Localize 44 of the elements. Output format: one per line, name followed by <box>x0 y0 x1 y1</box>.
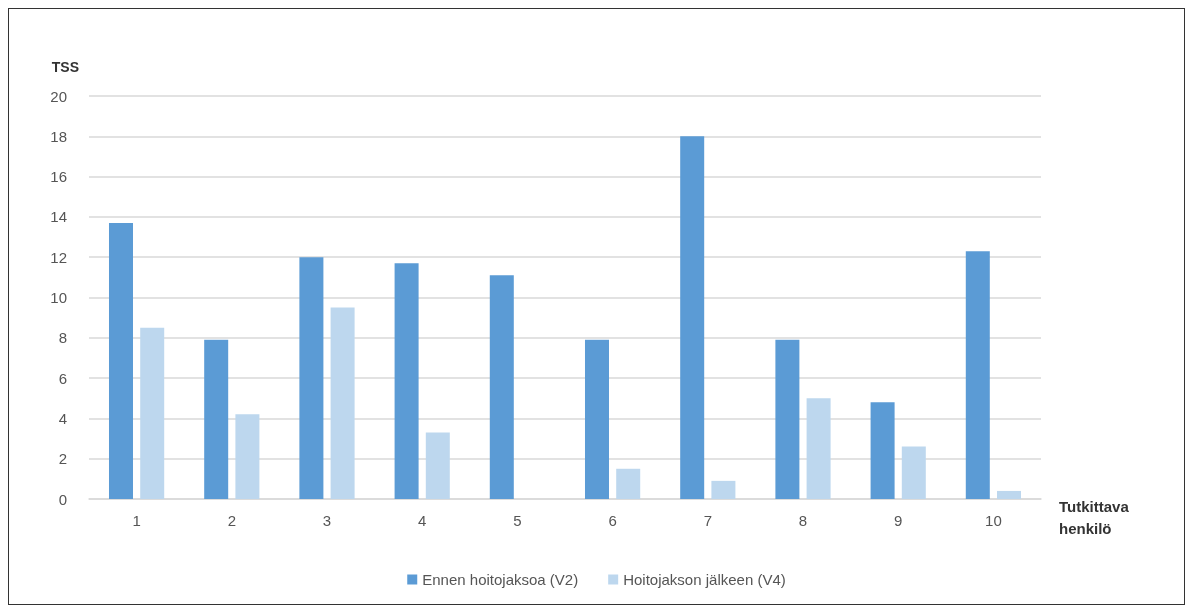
bar <box>394 263 419 499</box>
y-tick-label: 2 <box>58 450 67 468</box>
bar <box>616 468 641 499</box>
y-tick-label: 4 <box>58 409 67 427</box>
legend-label: Hoitojakson jälkeen (V4) <box>623 571 786 588</box>
bar <box>965 251 990 499</box>
bar <box>299 257 324 499</box>
y-tick-label: 0 <box>58 490 67 508</box>
bar <box>775 339 800 499</box>
x-tick-label: 2 <box>227 512 236 529</box>
x-tick-label: 3 <box>322 512 332 529</box>
x-tick-label: 5 <box>513 512 522 529</box>
x-tick-label: 10 <box>985 512 1002 529</box>
x-tick-label: 6 <box>608 512 617 529</box>
bar <box>330 307 355 499</box>
legend-label: Ennen hoitojaksoa (V2) <box>422 571 579 588</box>
bar <box>870 402 895 499</box>
bar <box>997 490 1022 499</box>
y-tick-label: 18 <box>50 127 67 145</box>
bar <box>140 327 165 499</box>
y-tick-label: 6 <box>58 369 67 387</box>
bar <box>204 339 229 499</box>
bar <box>901 446 926 499</box>
x-tick-label: 9 <box>894 512 903 529</box>
x-axis-title: Tutkittava henkilö <box>1059 497 1130 537</box>
y-tick-label: 10 <box>50 289 67 306</box>
x-tick-label: 1 <box>132 512 141 529</box>
y-tick-label: 8 <box>58 329 67 347</box>
y-axis-title: TSS <box>51 59 79 75</box>
x-tick-label: 4 <box>418 512 427 529</box>
bar <box>108 222 133 499</box>
bar <box>806 398 831 499</box>
y-tick-label: 20 <box>50 87 67 105</box>
bar <box>711 480 736 499</box>
y-tick-label: 16 <box>50 168 67 186</box>
y-tick-label: 12 <box>50 248 67 266</box>
x-tick-label: 7 <box>703 512 712 529</box>
x-tick-label: 8 <box>798 512 808 529</box>
y-tick-label: 14 <box>50 208 67 226</box>
bar <box>425 432 450 499</box>
bar <box>489 275 514 499</box>
bar <box>235 414 260 499</box>
bar <box>680 136 705 499</box>
bar <box>584 339 609 499</box>
